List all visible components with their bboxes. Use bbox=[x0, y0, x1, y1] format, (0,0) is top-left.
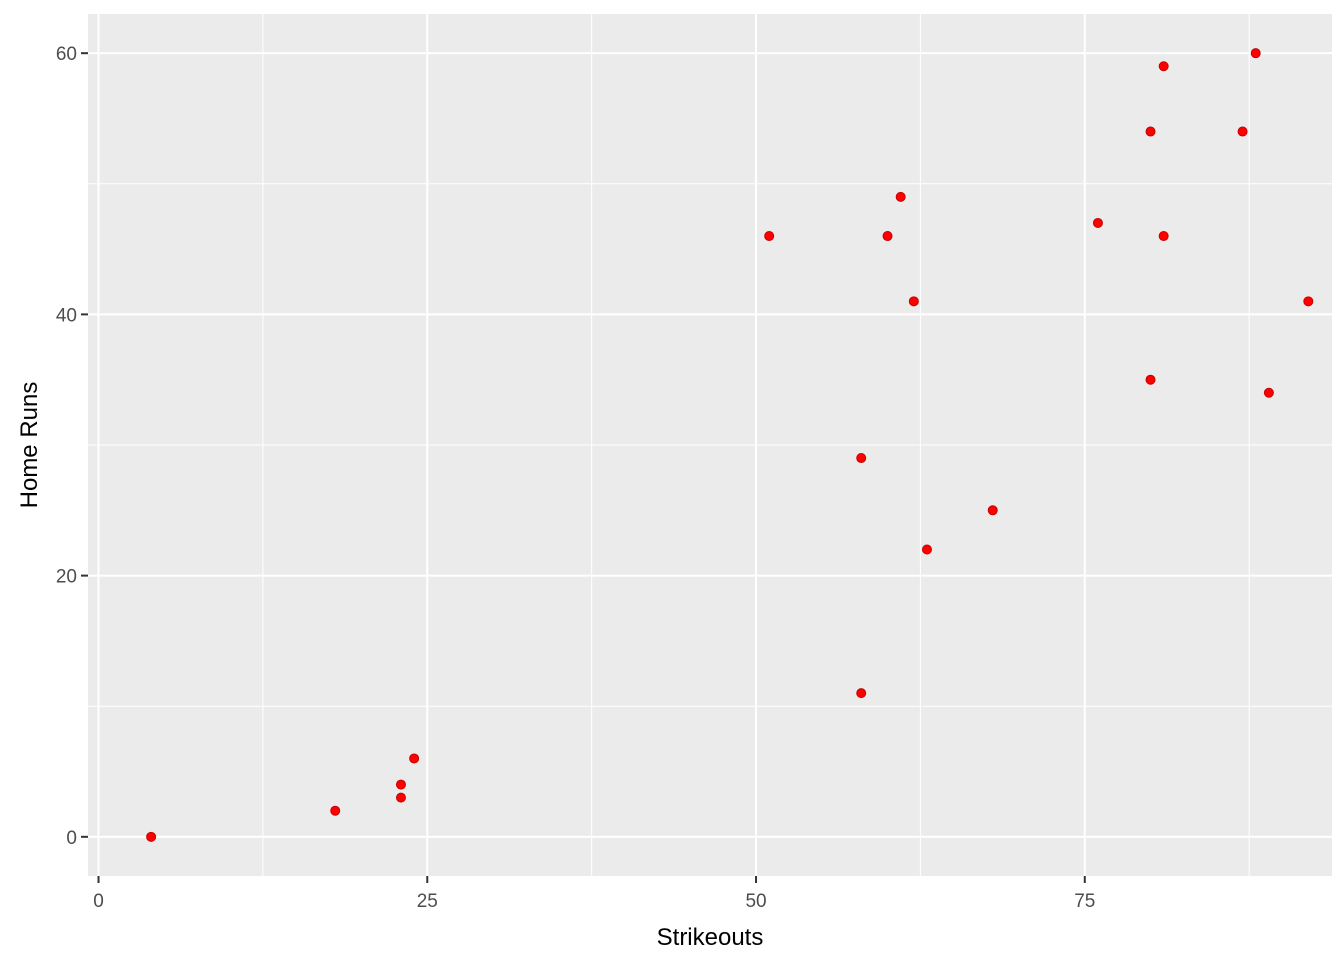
data-point bbox=[856, 688, 867, 699]
data-point bbox=[146, 831, 157, 842]
data-point bbox=[1303, 296, 1314, 307]
data-point bbox=[764, 231, 775, 242]
y-axis-ticks: 0 20 40 60 bbox=[56, 44, 88, 849]
x-axis-ticks: 0 25 50 75 bbox=[93, 876, 1095, 912]
data-point bbox=[1092, 217, 1103, 228]
data-point bbox=[1250, 48, 1261, 59]
y-tick-label: 20 bbox=[56, 567, 77, 588]
data-point bbox=[921, 544, 932, 555]
data-point bbox=[987, 505, 998, 516]
x-tick-label: 0 bbox=[93, 891, 104, 912]
data-point bbox=[882, 231, 893, 242]
y-tick-label: 0 bbox=[66, 828, 77, 849]
data-point bbox=[1145, 126, 1156, 137]
data-point bbox=[1263, 387, 1274, 398]
data-point bbox=[395, 779, 406, 790]
data-point bbox=[856, 453, 867, 464]
data-point bbox=[1158, 61, 1169, 72]
y-axis-title: Home Runs bbox=[16, 382, 43, 509]
data-point bbox=[908, 296, 919, 307]
x-tick-label: 50 bbox=[745, 891, 766, 912]
y-tick-label: 60 bbox=[56, 44, 77, 65]
minor-gridlines bbox=[88, 14, 1332, 876]
y-tick-label: 40 bbox=[56, 305, 77, 326]
major-gridlines bbox=[88, 14, 1332, 876]
data-point bbox=[1237, 126, 1248, 137]
data-point bbox=[895, 191, 906, 202]
x-tick-label: 25 bbox=[417, 891, 438, 912]
x-axis-title: Strikeouts bbox=[657, 924, 764, 951]
data-point bbox=[409, 753, 420, 764]
data-point bbox=[395, 792, 406, 803]
data-point bbox=[1145, 374, 1156, 385]
data-point bbox=[1158, 231, 1169, 242]
data-points bbox=[146, 48, 1314, 842]
data-point bbox=[330, 805, 341, 816]
x-tick-label: 75 bbox=[1074, 891, 1095, 912]
